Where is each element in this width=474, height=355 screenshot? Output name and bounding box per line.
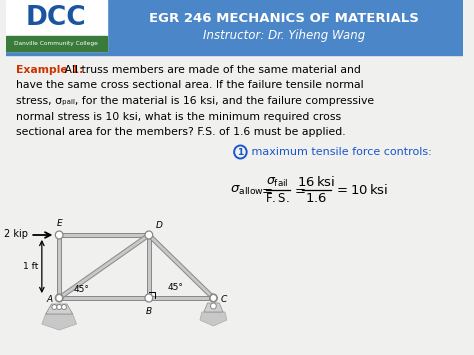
Text: 45°: 45° — [73, 284, 89, 294]
Circle shape — [55, 294, 63, 302]
Polygon shape — [57, 235, 61, 298]
Text: A: A — [46, 295, 53, 305]
Text: maximum tensile force controls:: maximum tensile force controls: — [248, 147, 432, 157]
Text: have the same cross sectional area. If the failure tensile normal: have the same cross sectional area. If t… — [16, 81, 364, 91]
Polygon shape — [200, 312, 227, 326]
Polygon shape — [42, 314, 76, 330]
Bar — [6, 36, 108, 51]
Bar — [6, 0, 108, 51]
Text: $=$: $=$ — [259, 184, 273, 197]
Text: EGR 246 MECHANICS OF MATERIALS: EGR 246 MECHANICS OF MATERIALS — [149, 11, 419, 24]
Circle shape — [145, 294, 153, 302]
Text: C: C — [220, 295, 227, 305]
Polygon shape — [149, 296, 213, 300]
Text: 2 kip: 2 kip — [4, 229, 28, 239]
Text: $\sigma_{\rm allow}$: $\sigma_{\rm allow}$ — [230, 184, 264, 197]
Circle shape — [52, 305, 57, 310]
Text: $\sigma_{\rm fail}$: $\sigma_{\rm fail}$ — [266, 176, 288, 189]
Polygon shape — [59, 296, 149, 300]
Circle shape — [210, 294, 217, 302]
Text: 1 ft: 1 ft — [23, 262, 38, 271]
Polygon shape — [147, 235, 151, 298]
Text: 1: 1 — [237, 148, 244, 157]
Text: Danville Community College: Danville Community College — [14, 41, 98, 46]
Text: DCC: DCC — [26, 5, 87, 31]
Text: normal stress is 10 ksi, what is the minimum required cross: normal stress is 10 ksi, what is the min… — [16, 111, 341, 121]
Text: B: B — [146, 307, 152, 316]
Text: Instructor: Dr. Yiheng Wang: Instructor: Dr. Yiheng Wang — [203, 29, 365, 43]
Text: $= 10\,\rm ksi$: $= 10\,\rm ksi$ — [334, 183, 388, 197]
Text: stress, σₚₐᵢₗ, for the material is 16 ksi, and the failure compressive: stress, σₚₐᵢₗ, for the material is 16 ks… — [16, 96, 374, 106]
Circle shape — [145, 231, 153, 239]
Circle shape — [210, 303, 216, 309]
Text: D: D — [155, 221, 163, 230]
Text: 45°: 45° — [168, 284, 184, 293]
Circle shape — [55, 231, 63, 239]
Text: $\rm 1.6$: $\rm 1.6$ — [304, 192, 327, 206]
Text: sectional area for the members? F.S. of 1.6 must be applied.: sectional area for the members? F.S. of … — [16, 127, 346, 137]
Circle shape — [56, 295, 63, 301]
Circle shape — [57, 305, 62, 310]
Circle shape — [62, 305, 66, 310]
Polygon shape — [46, 304, 73, 314]
Polygon shape — [58, 233, 150, 300]
Polygon shape — [147, 234, 215, 300]
Text: All truss members are made of the same material and: All truss members are made of the same m… — [61, 65, 361, 75]
Circle shape — [210, 295, 217, 301]
Text: Example 1:: Example 1: — [16, 65, 83, 75]
Text: $=$: $=$ — [292, 184, 307, 197]
Text: E: E — [56, 219, 62, 228]
Text: $\rm 16\,ksi$: $\rm 16\,ksi$ — [297, 175, 335, 190]
Polygon shape — [204, 303, 223, 312]
Text: ${\rm F.S.}$: ${\rm F.S.}$ — [264, 192, 290, 206]
Polygon shape — [59, 233, 149, 237]
Bar — [6, 0, 463, 55]
